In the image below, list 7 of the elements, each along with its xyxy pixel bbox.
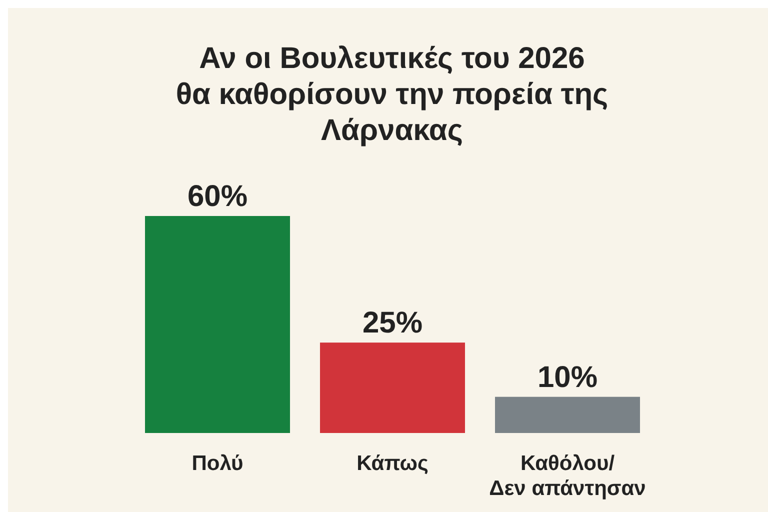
x-tick-label: Κάπως [356,452,428,475]
chart-title: Αν οι Βουλευτικές του 2026 θα καθορίσουν την πορεία της Λάρνακας [176,42,608,147]
data-label: 25% [362,306,423,340]
x-tick-label: Πολύ [192,452,244,475]
data-label: 60% [187,180,248,213]
x-tick-label: Καθόλου/ Δεν απάντησαν [489,452,646,500]
data-label: 10% [537,360,598,394]
